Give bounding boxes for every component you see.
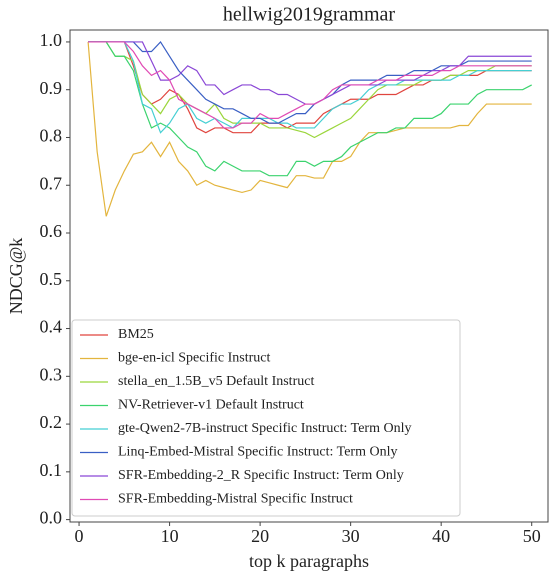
chart-title: hellwig2019grammar	[223, 4, 396, 26]
y-tick-label: 0.5	[40, 269, 63, 289]
x-tick-label: 30	[342, 526, 360, 546]
x-axis-label: top k paragraphs	[249, 551, 369, 571]
y-tick-label: 0.4	[40, 317, 63, 337]
legend-label: SFR-Embedding-2_R Specific Instruct: Ter…	[118, 468, 404, 483]
series-line	[88, 41, 532, 105]
legend-label: gte-Qwen2-7B-instruct Specific Instruct:…	[118, 421, 411, 436]
x-tick-label: 40	[432, 526, 450, 546]
plot-frame	[69, 29, 549, 523]
series-line	[87, 41, 532, 217]
y-tick-label: 0.8	[40, 126, 63, 146]
y-tick-label: 0.9	[40, 78, 63, 98]
legend-label: bge-en-icl Specific Instruct	[118, 351, 270, 366]
y-tick-label: 0.0	[40, 508, 63, 528]
x-tick-label: 20	[251, 526, 269, 546]
y-tick-label: 1.0	[40, 30, 63, 50]
legend-label: NV-Retriever-v1 Default Instruct	[118, 398, 304, 413]
legend-label: SFR-Embedding-Mistral Specific Instruct	[118, 492, 353, 507]
series-line	[88, 41, 532, 134]
y-tick-label: 0.6	[40, 221, 63, 241]
series-line	[88, 41, 532, 129]
legend-label: Linq-Embed-Mistral Specific Instruct: Te…	[118, 445, 397, 460]
series-line	[88, 40, 532, 124]
legend-label: BM25	[118, 327, 154, 342]
legend-box	[71, 319, 461, 517]
y-tick-label: 0.2	[40, 412, 63, 432]
y-tick-label: 0.7	[40, 173, 63, 193]
y-tick-label: 0.1	[40, 460, 63, 480]
x-tick-label: 10	[161, 526, 179, 546]
series-line	[88, 41, 532, 177]
legend-label: stella_en_1.5B_v5 Default Instruct	[118, 374, 314, 389]
series-line	[88, 41, 532, 139]
y-tick-label: 0.3	[40, 364, 63, 384]
x-tick-label: 0	[75, 526, 84, 546]
series-line	[88, 41, 532, 134]
x-tick-label: 50	[523, 526, 541, 546]
y-axis-label: NDCG@k	[6, 238, 26, 315]
